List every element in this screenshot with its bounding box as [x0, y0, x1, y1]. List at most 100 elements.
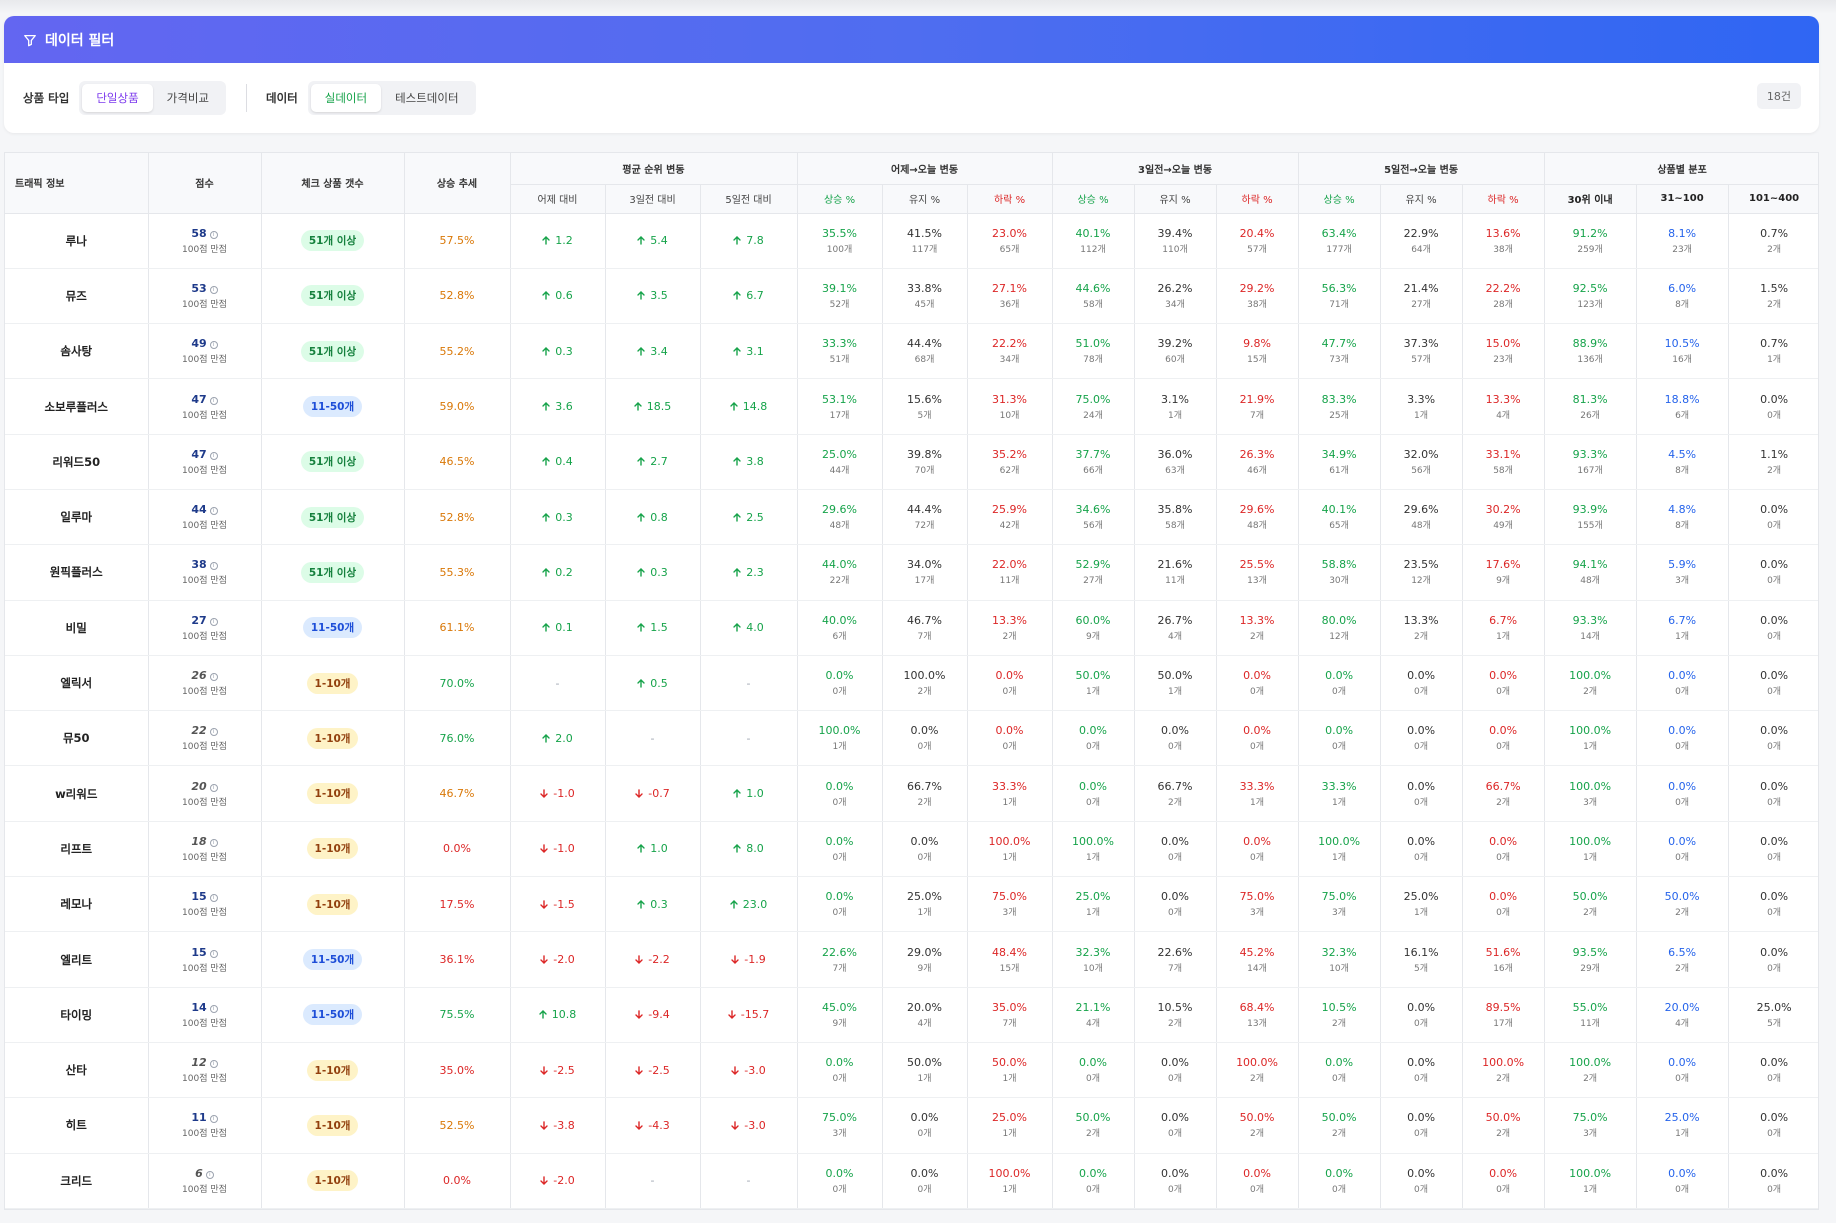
info-icon[interactable]: i: [205, 1170, 214, 1179]
distribution-cell: 6.0% 8개: [1636, 268, 1729, 325]
change-count: 16개: [1493, 963, 1513, 974]
distribution-percent: 75.0%: [1572, 1111, 1608, 1125]
avg-rank-change-cell: 4.0: [700, 600, 798, 656]
change-percent: 100.0%: [988, 834, 1031, 848]
col-score-header: 점수: [148, 153, 262, 214]
info-icon[interactable]: i: [209, 673, 218, 682]
avg-rank-change-cell: 8.0: [700, 821, 798, 878]
table-row[interactable]: 리워드50 47 i 100점 만점 51개 이상 46.5% 0.4 2.7 3.8 25.0%…: [5, 434, 1818, 490]
table-row[interactable]: 솜사탕 49 i 100점 만점 51개 이상 55.2% 0.3 3.4 3.1 33.3% 51…: [5, 323, 1818, 380]
change-percent: 22.0%: [992, 558, 1027, 572]
info-icon[interactable]: i: [209, 230, 218, 239]
change-percent: 0.0%: [910, 724, 939, 738]
table-row[interactable]: 비밀 27 i 100점 만점 11-50개 61.1% 0.1 1.5 4.0 40.0% 6개 4…: [5, 600, 1818, 656]
info-icon[interactable]: i: [209, 894, 218, 903]
table-row[interactable]: 엘릭서 26 i 100점 만점 1-10개 70.0% - 0.5 - 0.0% 0개 100.0%…: [5, 655, 1818, 712]
table-row[interactable]: 리프트 18 i 100점 만점 1-10개 0.0% -1.0 1.0 8.0 0.0% 0개 0.…: [5, 821, 1818, 878]
change-count: 10개: [1329, 963, 1349, 974]
g2-change-cell: 0.0% 0개: [1052, 1153, 1135, 1209]
change-count: 64개: [1411, 244, 1431, 255]
info-icon[interactable]: i: [209, 728, 218, 737]
distribution-count: 1개: [1583, 1184, 1598, 1195]
g1-change-cell: 25.0% 44개: [797, 434, 883, 490]
change-percent: 50.0%: [1157, 669, 1193, 683]
distribution-percent: 91.2%: [1572, 226, 1608, 240]
change-percent: 6.7%: [1489, 613, 1518, 627]
table-row[interactable]: 뮤즈 53 i 100점 만점 51개 이상 52.8% 0.6 3.5 6.7 39.1% 52개…: [5, 268, 1818, 325]
info-icon[interactable]: i: [209, 1115, 218, 1124]
traffic-name-cell: 엘릭서: [5, 655, 149, 712]
change-percent: 46.7%: [907, 613, 942, 627]
change-count: 2개: [1250, 631, 1265, 642]
score-max-label: 100점 만점: [182, 963, 227, 974]
table-row[interactable]: 뮤50 22 i 100점 만점 1-10개 76.0% 2.0 - - 100.0% 1개 0.0%…: [5, 710, 1818, 767]
distribution-percent: 0.0%: [1668, 779, 1697, 793]
distribution-cell: 91.2% 259개: [1544, 213, 1637, 269]
info-icon[interactable]: i: [209, 1060, 218, 1069]
g1-change-cell: 0.0% 0개: [797, 1042, 883, 1099]
change-percent: 33.3%: [1321, 779, 1357, 793]
avg-rank-change-cell: 3.1: [700, 323, 798, 380]
change-count: 48개: [1411, 521, 1431, 532]
check-count-badge: 51개 이상: [300, 285, 365, 307]
distribution-cell: 93.3% 14개: [1544, 600, 1637, 656]
check-count-cell: 1-10개: [261, 765, 405, 822]
g3-change-cell: 30.2% 49개: [1462, 489, 1545, 546]
distribution-cell: 0.0% 0개: [1728, 931, 1818, 988]
score-cell: 47 i 100점 만점: [148, 434, 262, 490]
g1-change-cell: 0.0% 0개: [967, 655, 1053, 712]
score-cell: 15 i 100점 만점: [148, 931, 262, 988]
change-percent: 0.0%: [1161, 834, 1189, 848]
change-percent: 40.1%: [1075, 226, 1111, 240]
table-row[interactable]: 타이밍 14 i 100점 만점 11-50개 75.5% 10.8 -9.4 -15.7 45.…: [5, 987, 1818, 1043]
info-icon[interactable]: i: [209, 562, 218, 571]
table-row[interactable]: w리워드 20 i 100점 만점 1-10개 46.7% -1.0 -0.7 1.0 0.0% 0…: [5, 765, 1818, 822]
check-count-badge: 51개 이상: [300, 506, 365, 528]
change-percent: 13.3%: [1403, 613, 1439, 627]
table-row[interactable]: 원픽플러스 38 i 100점 만점 51개 이상 55.3% 0.2 0.3 2.3 44.0%…: [5, 544, 1818, 601]
avg-rank-change-value: -: [555, 676, 560, 690]
arrow-up-icon: [733, 623, 741, 632]
score-value: 44: [191, 503, 207, 517]
score-value: 6: [195, 1166, 203, 1180]
info-icon[interactable]: i: [209, 783, 218, 792]
change-count: 1개: [917, 1074, 932, 1085]
table-row[interactable]: 산타 12 i 100점 만점 1-10개 35.0% -2.5 -2.5 -3.0 0.0% 0개…: [5, 1042, 1818, 1099]
distribution-percent: 0.0%: [1760, 834, 1789, 848]
g3-change-cell: 75.0% 3개: [1298, 876, 1381, 933]
table-row[interactable]: 일루마 44 i 100점 만점 51개 이상 52.8% 0.3 0.8 2.5 29.6% 48…: [5, 489, 1818, 546]
info-icon[interactable]: i: [209, 396, 218, 405]
data-real-button[interactable]: 실데이터: [310, 84, 382, 112]
avg-rank-change-value: 5.4: [650, 234, 668, 248]
data-test-button[interactable]: 테스트데이터: [395, 91, 459, 105]
table-row[interactable]: 엘리트 15 i 100점 만점 11-50개 36.1% -2.0 -2.2 -1.9 22.6…: [5, 931, 1818, 988]
g2-change-cell: 26.2% 34개: [1134, 268, 1217, 325]
info-icon[interactable]: i: [209, 507, 218, 516]
check-count-badge: 51개 이상: [300, 451, 365, 473]
avg-rank-change-cell: 1.0: [605, 821, 701, 878]
table-row[interactable]: 루나 58 i 100점 만점 51개 이상 57.5% 1.2 5.4 7.8 35.5% 100…: [5, 213, 1818, 269]
info-icon[interactable]: i: [209, 1004, 218, 1013]
change-percent: 0.0%: [1243, 1166, 1272, 1180]
info-icon[interactable]: i: [209, 617, 218, 626]
change-count: 0개: [1168, 742, 1183, 753]
g3-change-cell: 16.1% 5개: [1380, 931, 1463, 988]
table-row[interactable]: 소보루플러스 47 i 100점 만점 11-50개 59.0% 3.6 18.5 14.8 53…: [5, 378, 1818, 435]
table-row[interactable]: 레모나 15 i 100점 만점 1-10개 17.5% -1.5 0.3 23.0 0.0% 0개…: [5, 876, 1818, 933]
g3-change-cell: 32.0% 56개: [1380, 434, 1463, 490]
distribution-percent: 0.0%: [1668, 669, 1697, 683]
avg-rank-change-cell: -3.8: [510, 1097, 606, 1154]
info-icon[interactable]: i: [209, 285, 218, 294]
info-icon[interactable]: i: [209, 838, 218, 847]
product-type-single-button[interactable]: 단일상품: [82, 84, 153, 112]
product-type-compare-button[interactable]: 가격비교: [166, 91, 209, 105]
distribution-cell: 88.9% 136개: [1544, 323, 1637, 380]
table-row[interactable]: 히트 11 i 100점 만점 1-10개 52.5% -3.8 -4.3 -3.0 75.0% 3…: [5, 1097, 1818, 1154]
info-icon[interactable]: i: [209, 341, 218, 350]
change-percent: 35.2%: [992, 447, 1027, 461]
table-row[interactable]: 크리드 6 i 100점 만점 1-10개 0.0% -2.0 - - 0.0% 0개 0.0% 0개 1…: [5, 1153, 1818, 1209]
info-icon[interactable]: i: [209, 949, 218, 958]
info-icon[interactable]: i: [209, 451, 218, 460]
sub-header-dist-31-100: 31~100: [1636, 184, 1729, 214]
g1-change-cell: 31.3% 10개: [967, 378, 1053, 435]
